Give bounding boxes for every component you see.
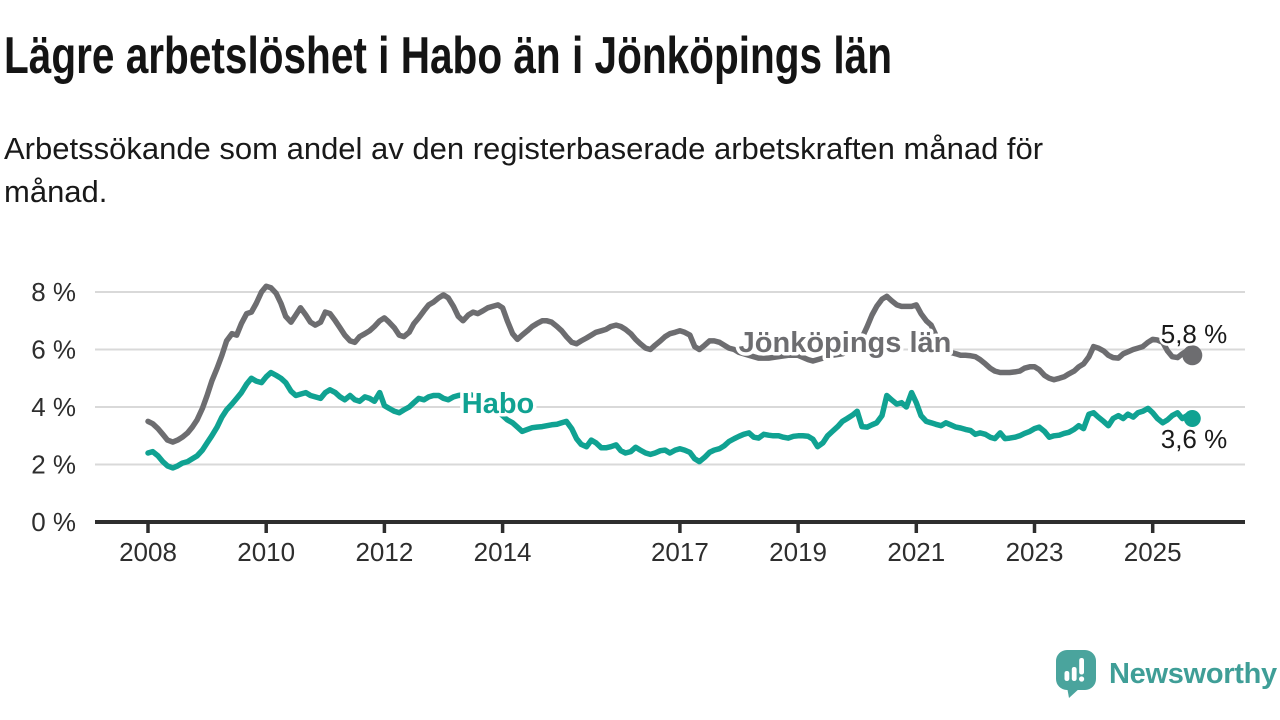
x-tick-label: 2025	[1124, 537, 1182, 567]
series-label-habo: Habo	[462, 388, 535, 420]
page-subtitle: Arbetssökande som andel av den registerb…	[4, 131, 1044, 210]
x-tick-label: 2012	[355, 537, 413, 567]
series-end-dot-habo	[1183, 410, 1201, 427]
x-tick-label: 2021	[887, 537, 945, 567]
x-tick-label: 2010	[237, 537, 295, 567]
page-title: Lägre arbetslöshet i Habo än i Jönköping…	[4, 27, 892, 85]
x-tick-label: 2017	[651, 537, 709, 567]
end-value-label-jonkopings-lan: 5,8 %	[1161, 319, 1228, 349]
newsworthy-wordmark: Newsworthy	[1109, 657, 1277, 690]
newsworthy-logo: Newsworthy	[1056, 650, 1277, 698]
y-tick-label: 6 %	[31, 335, 76, 365]
y-tick-label: 0 %	[31, 507, 76, 537]
x-tick-label: 2014	[474, 537, 532, 567]
y-tick-label: 8 %	[31, 277, 76, 307]
x-tick-label: 2019	[769, 537, 827, 567]
x-tick-label: 2023	[1006, 537, 1064, 567]
x-tick-label: 2008	[119, 537, 177, 567]
series-end-dot-jonkopings-lan	[1182, 345, 1203, 366]
series-line-jonkopings-lan	[145, 283, 1196, 445]
end-value-label-habo: 3,6 %	[1161, 424, 1228, 454]
y-tick-label: 4 %	[31, 392, 76, 422]
series-line-habo	[145, 369, 1196, 471]
y-tick-label: 2 %	[31, 450, 76, 480]
series-label-jonkopings-lan: Jönköpings län	[739, 327, 952, 359]
bar-chart-speech-bubble-icon	[1056, 650, 1096, 698]
